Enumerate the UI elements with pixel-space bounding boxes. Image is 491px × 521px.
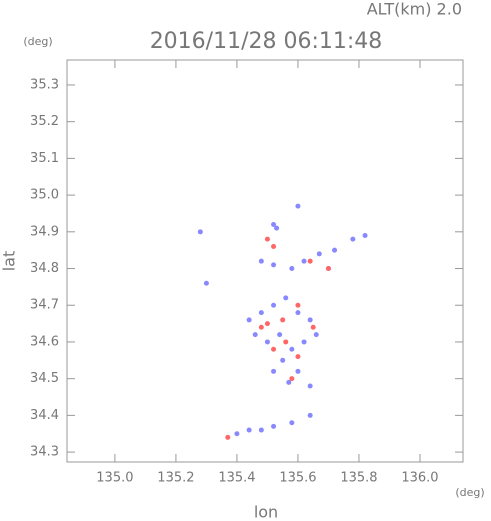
point [289,376,295,382]
point [246,427,252,433]
point [225,434,231,440]
y-tick-label: 34.9 [30,224,59,239]
point [289,346,295,352]
point [307,412,313,418]
point [271,368,277,374]
point [264,321,270,327]
x-tick-label: 136.0 [401,471,438,486]
point [283,339,289,345]
point [301,339,307,345]
y-tick-label: 35.2 [30,114,59,129]
point [307,258,313,264]
point [280,317,286,323]
point [258,427,264,433]
point [286,379,292,385]
point [280,357,286,363]
x-unit: (deg) [455,486,484,499]
point [274,225,280,231]
chart-title: 2016/11/28 06:11:48 [150,29,383,54]
y-label: lat [0,251,19,272]
point [271,221,277,227]
point [277,332,283,338]
point [301,258,307,264]
x-tick-label: 135.8 [340,471,377,486]
y-tick-label: 34.8 [30,261,59,276]
point [307,383,313,389]
point [325,266,331,272]
y-unit: (deg) [23,35,52,48]
y-tick-label: 35.0 [30,188,59,203]
point [295,302,301,308]
point [310,324,316,330]
point [234,431,240,437]
point [313,332,319,338]
point [316,251,322,257]
point [258,310,264,316]
point [258,324,264,330]
x-tick-label: 135.2 [157,471,194,486]
point [289,420,295,426]
point [295,310,301,316]
point [271,423,277,429]
y-tick-label: 35.1 [30,151,59,166]
x-label: lon [254,503,278,521]
y-tick-label: 34.6 [30,334,59,349]
point [271,262,277,268]
point [264,236,270,242]
x-tick-label: 135.0 [96,471,133,486]
point [271,346,277,352]
y-tick-label: 35.3 [30,77,59,92]
x-tick-label: 135.6 [279,471,316,486]
point [203,280,209,286]
point [289,266,295,272]
point [350,236,356,242]
point [283,295,289,301]
x-tick-label: 135.4 [218,471,255,486]
point [264,339,270,345]
y-tick-label: 34.3 [30,445,59,460]
y-tick-label: 34.7 [30,298,59,313]
point [295,203,301,209]
point [258,258,264,264]
point [252,332,258,338]
point [362,232,368,238]
subtitle: ALT(km) 2.0 [367,0,462,19]
point [197,229,203,235]
point [307,317,313,323]
point [271,243,277,249]
point [295,354,301,360]
y-tick-label: 34.4 [30,408,59,423]
point [332,247,338,253]
plot-frame [66,59,464,463]
y-tick-label: 34.5 [30,371,59,386]
point [246,317,252,323]
point [295,368,301,374]
point [271,302,277,308]
